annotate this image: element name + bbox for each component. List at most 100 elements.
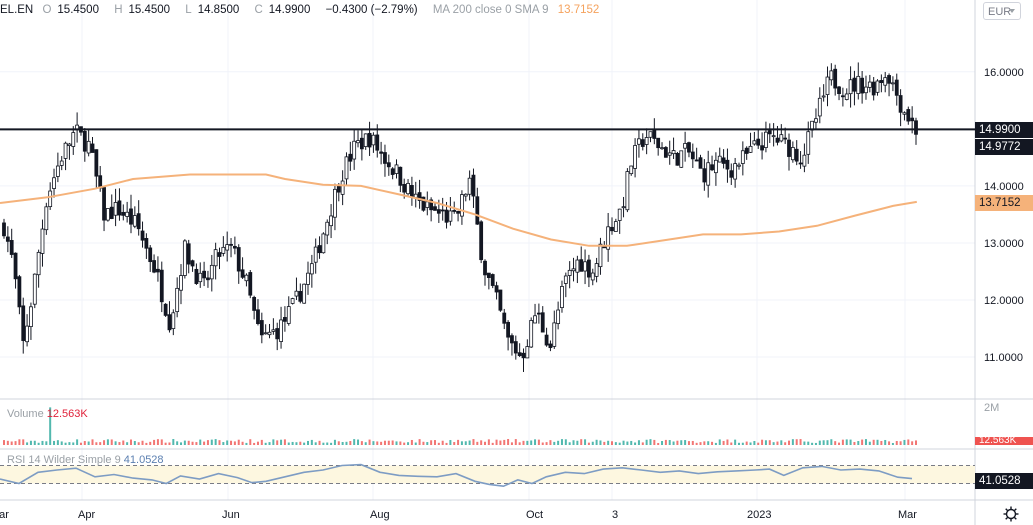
rsi-label: RSI 14 Wilder Simple 9 41.0528 — [7, 454, 164, 466]
candle-body — [479, 221, 484, 261]
candle-body — [248, 272, 253, 296]
volume-bar — [333, 439, 336, 445]
volume-bar — [895, 441, 898, 445]
candle-body — [829, 70, 834, 81]
candle-body — [48, 190, 53, 208]
volume-bar — [522, 440, 525, 445]
time-tick-label: Mar — [0, 509, 9, 521]
volume-bar — [103, 440, 106, 445]
volume-bar — [888, 441, 891, 445]
volume-bar — [399, 441, 402, 445]
volume-bar — [868, 441, 871, 445]
volume-bar — [476, 441, 479, 445]
currency-button[interactable]: EUR — [983, 2, 1021, 20]
ma-label[interactable]: MA 200 close 0 SMA 9 — [432, 4, 549, 16]
candle-body — [448, 210, 453, 222]
volume-bar — [156, 439, 159, 445]
volume-bar — [122, 440, 125, 445]
candle-body — [594, 263, 599, 277]
candle-body — [540, 312, 545, 333]
volume-bar — [634, 442, 637, 445]
candle-body — [13, 252, 18, 280]
volume-bar — [549, 440, 552, 445]
candle-body — [502, 312, 507, 324]
volume-bar — [95, 442, 98, 445]
candle-body — [563, 275, 568, 284]
volume-bar — [911, 441, 914, 445]
candle-body — [82, 130, 87, 152]
candle-body — [498, 289, 503, 311]
volume-bar — [395, 441, 398, 445]
candle-body — [510, 335, 514, 344]
volume-bar — [72, 442, 75, 445]
candle-body — [21, 305, 26, 341]
volume-bar — [464, 441, 467, 445]
candle-body — [402, 183, 407, 193]
candle-body — [317, 245, 322, 254]
candle-body — [259, 320, 264, 336]
candle-body — [590, 272, 595, 281]
volume-bar — [380, 441, 383, 445]
volume-bar — [468, 440, 471, 445]
candle-body — [840, 95, 845, 98]
volume-bar — [510, 442, 513, 445]
candle-body — [717, 155, 722, 163]
volume-bar — [79, 442, 82, 445]
volume-bar — [264, 442, 267, 445]
volume-bar — [903, 439, 906, 445]
candle-body — [394, 164, 399, 174]
candle-body — [756, 138, 761, 146]
volume-bar — [814, 442, 817, 445]
candle-body — [671, 150, 676, 155]
candle-body — [175, 287, 180, 313]
volume-bar — [87, 441, 90, 445]
candle-body — [787, 139, 791, 157]
candle-body — [421, 196, 426, 211]
volume-bar — [114, 441, 117, 445]
candle-body — [452, 210, 457, 212]
candle-body — [198, 272, 203, 283]
volume-bar — [180, 442, 183, 445]
candle-body — [309, 263, 314, 275]
volume-bar — [457, 439, 460, 445]
candle-body — [733, 163, 738, 180]
volume-bar — [203, 441, 206, 445]
volume-bar — [649, 439, 652, 445]
volume-bar — [56, 440, 59, 445]
volume-bar — [680, 440, 683, 445]
symbol-name[interactable]: EL.EN — [0, 4, 34, 16]
volume-bar — [337, 441, 340, 445]
volume-bar — [268, 442, 271, 445]
candle-body — [806, 131, 811, 155]
candle-body — [629, 165, 634, 175]
price-tick-label: 12.0000 — [984, 295, 1024, 307]
candle-body — [252, 296, 257, 311]
candle-body — [67, 143, 72, 147]
volume-bar — [595, 439, 598, 445]
candle-body — [306, 272, 310, 285]
candle-body — [209, 264, 214, 280]
volume-bar — [487, 439, 490, 445]
c-value: 14.9900 — [268, 4, 311, 16]
candle-body — [94, 149, 99, 177]
candle-body — [894, 79, 899, 96]
volume-bar — [514, 439, 517, 445]
volume-bar — [784, 442, 787, 445]
volume-bar — [183, 440, 186, 445]
volume-bar — [10, 441, 13, 445]
candle-body — [148, 247, 153, 263]
volume-bar — [534, 439, 537, 445]
volume-bar — [280, 439, 283, 445]
volume-bar — [129, 439, 132, 445]
candle-body — [40, 228, 45, 254]
candle-body — [687, 142, 691, 153]
candle-body — [179, 275, 183, 291]
volume-bar — [611, 441, 613, 445]
candle-body — [663, 147, 668, 158]
volume-bar — [734, 439, 737, 445]
volume-bar — [295, 442, 298, 445]
candle-body — [263, 332, 268, 335]
gear-icon[interactable] — [1003, 506, 1019, 522]
volume-bar — [6, 440, 9, 445]
